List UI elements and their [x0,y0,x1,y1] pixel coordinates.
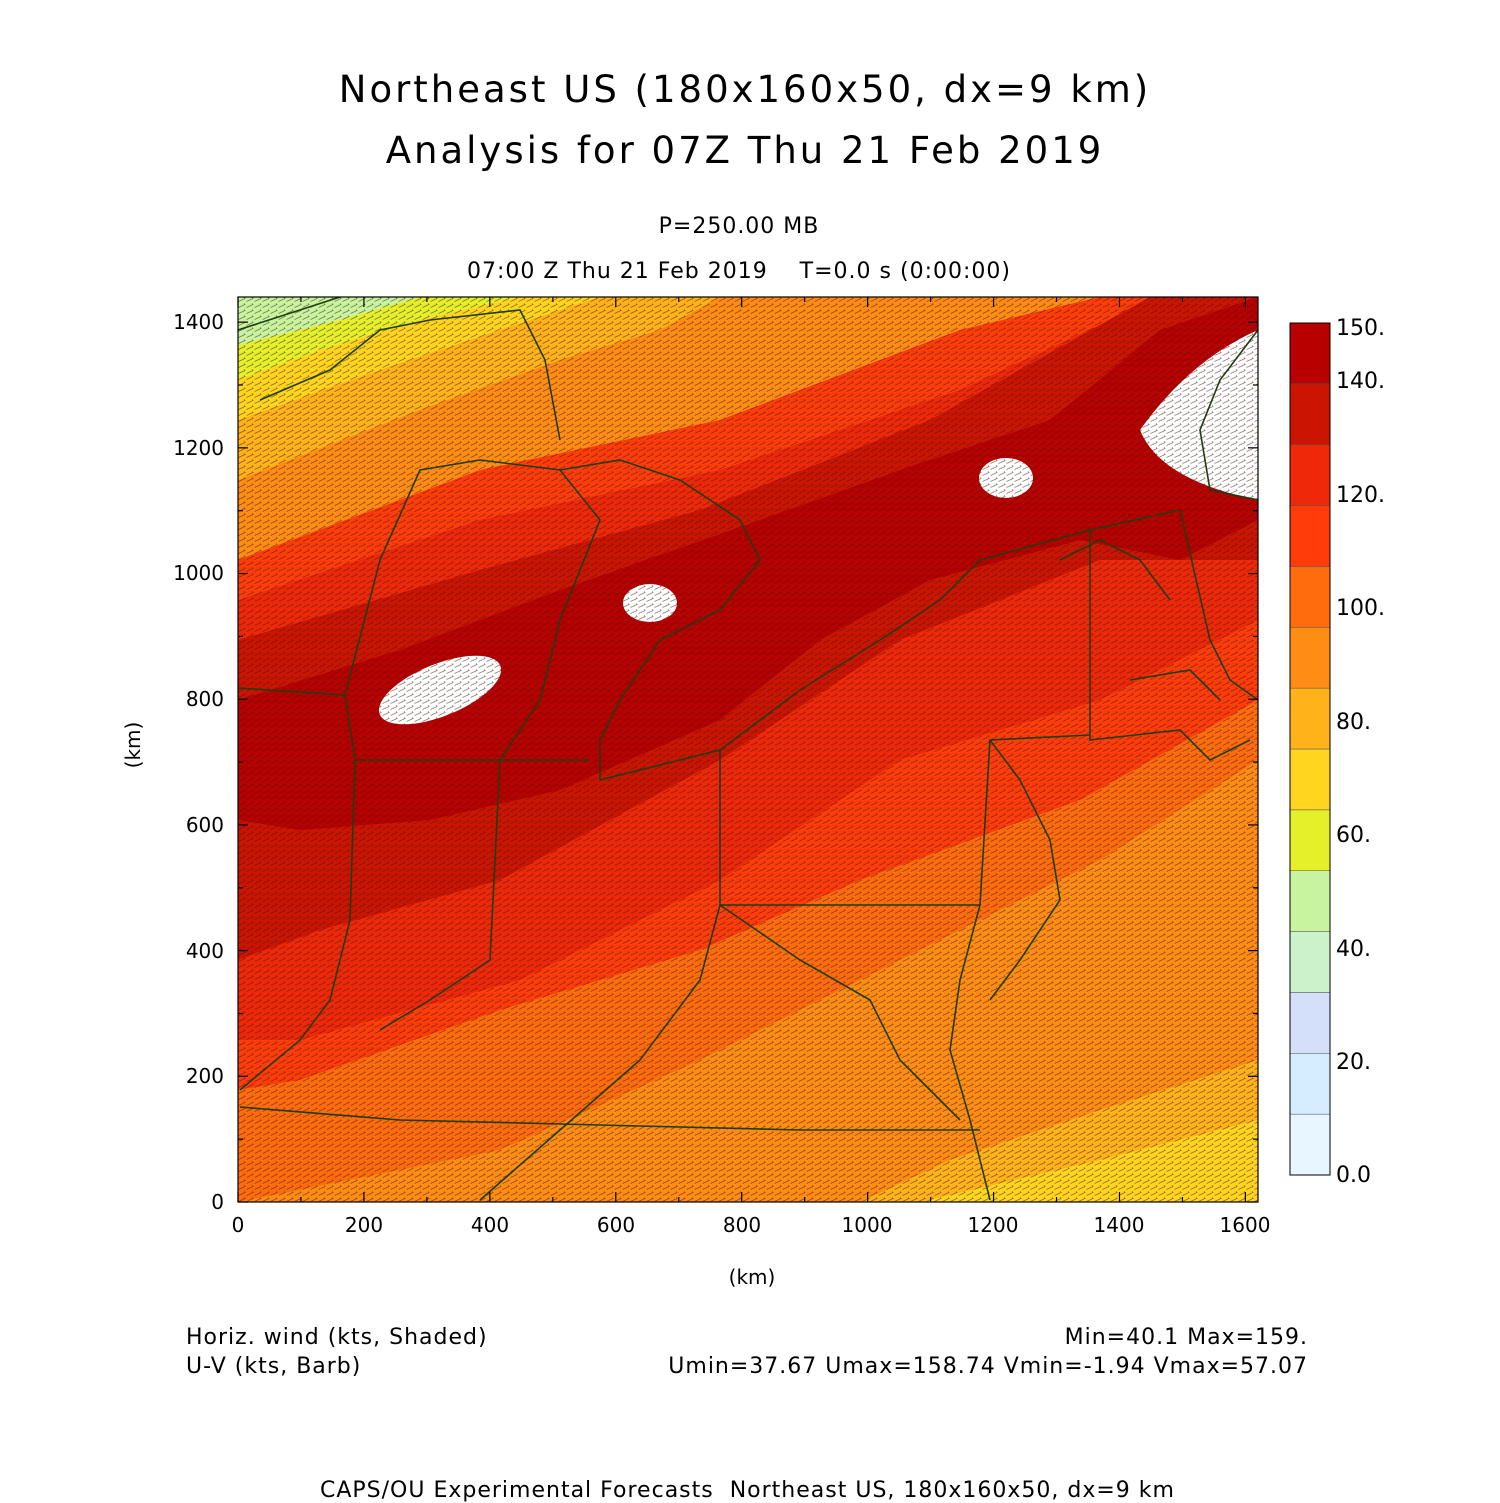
x-tick-label: 1600 [1220,1213,1271,1237]
shaded-wind-field [238,297,1258,1202]
colorbar-label: 20. [1336,1050,1371,1075]
x-tick-label: 800 [723,1213,761,1237]
colorbar-block [1289,992,1331,1054]
y-tick-label: 200 [186,1064,224,1088]
uv-range-values: Umin=37.67 Umax=158.74 Vmin=-1.94 Vmax=5… [668,1354,1308,1379]
y-axis-label: (km) [121,722,145,769]
colorbar-label: 120. [1336,483,1385,508]
plot-frame [237,296,1259,1203]
axis-ticks [237,297,1258,1203]
x-tick-label: 400 [471,1213,509,1237]
y-tick-label: 600 [186,813,224,837]
y-tick-label: 1000 [173,561,224,585]
y-tick-label: 0 [211,1190,224,1214]
y-tick-label: 1200 [173,436,224,460]
colorbar [1289,322,1331,1176]
colorbar-block [1289,505,1331,567]
colorbar-block [1289,809,1331,871]
colorbar-block [1289,687,1331,750]
colorbar-label: 40. [1336,937,1371,962]
y-tick-label: 400 [186,939,224,963]
colorbar-labels: 0.0 20. 40. 60. 80. 100. 120. 140. 150. [1336,316,1385,1188]
x-tick-label: 1200 [968,1213,1019,1237]
colorbar-block [1289,627,1331,689]
credit-line: CAPS/OU Experimental Forecasts Northeast… [320,1478,1175,1503]
y-tick-label: 800 [186,687,224,711]
colorbar-block [1289,444,1331,506]
valid-time: 07:00 Z Thu 21 Feb 2019 T=0.0 s (0:00:00… [467,259,1011,284]
x-tick-label: 1000 [842,1213,893,1237]
colorbar-label: 100. [1336,596,1385,621]
x-tick-label: 0 [232,1213,245,1237]
y-tick-labels: 0 200 400 600 800 1000 1200 1400 [173,310,224,1214]
colorbar-label: 140. [1336,369,1385,394]
x-axis-label: (km) [729,1265,776,1289]
x-tick-label: 600 [597,1213,635,1237]
pressure-level: P=250.00 MB [658,214,820,239]
colorbar-block [1289,748,1331,811]
vector-description: U-V (kts, Barb) [186,1354,362,1379]
colorbar-label: 60. [1336,823,1371,848]
colorbar-block [1289,931,1331,993]
title-line-2: Analysis for 07Z Thu 21 Feb 2019 [385,129,1105,172]
title-line-1: Northeast US (180x160x50, dx=9 km) [338,68,1152,111]
colorbar-label: 150. [1336,316,1385,341]
x-tick-labels: 0 200 400 600 800 1000 1200 1400 1600 [232,1213,1271,1237]
colorbar-label: 0.0 [1336,1163,1371,1188]
colorbar-block [1289,1113,1331,1176]
x-tick-label: 1400 [1094,1213,1145,1237]
colorbar-label: 80. [1336,710,1371,735]
min-max-values: Min=40.1 Max=159. [1064,1325,1308,1350]
colorbar-block [1289,870,1331,932]
colorbar-block [1289,566,1331,628]
colorbar-block [1289,383,1331,445]
colorbar-frame [1289,322,1331,1176]
x-tick-label: 200 [345,1213,383,1237]
y-tick-label: 1400 [173,310,224,334]
state-boundaries [238,297,1258,1201]
colorbar-block [1289,322,1331,385]
field-description: Horiz. wind (kts, Shaded) [186,1325,488,1350]
colorbar-block [1289,1053,1331,1115]
